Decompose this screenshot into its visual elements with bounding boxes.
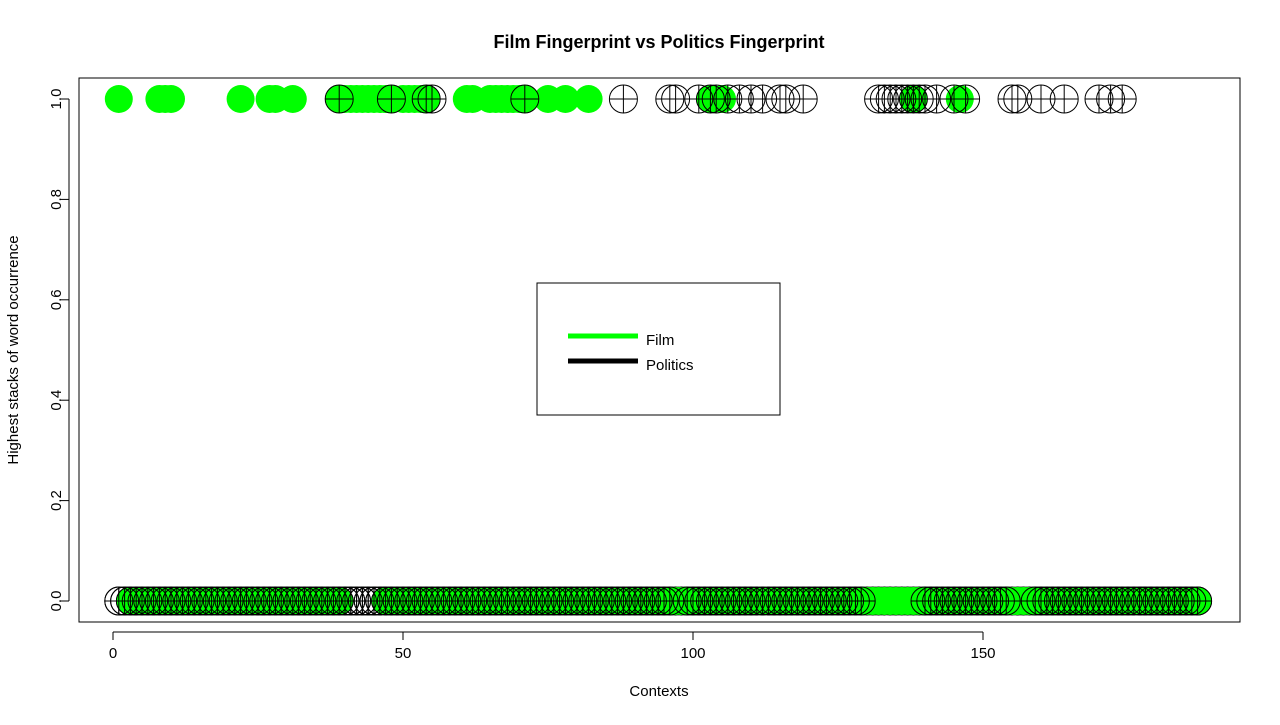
film-point: [278, 85, 307, 113]
y-tick-label: 0.8: [48, 189, 65, 210]
y-axis-label: Highest stacks of word occurrence: [5, 235, 22, 464]
politics-point: [1049, 84, 1079, 114]
y-tick-label: 0.0: [48, 591, 65, 612]
politics-point: [1183, 586, 1213, 616]
film-point: [551, 85, 580, 113]
legend: Film Politics: [536, 282, 781, 416]
politics-point: [846, 586, 876, 616]
legend-label-film: Film: [646, 332, 674, 349]
plot-frame: [78, 77, 1241, 623]
politics-points-zero-overlay: [104, 586, 1213, 616]
politics-point: [991, 586, 1021, 616]
y-tick-label: 0.2: [48, 490, 65, 511]
x-tick-label: 50: [395, 645, 412, 662]
legend-label-politics: Politics: [646, 357, 694, 374]
film-point: [574, 85, 603, 113]
chart-title: Film Fingerprint vs Politics Fingerprint: [493, 32, 824, 52]
politics-point: [608, 84, 638, 114]
x-tick-label: 150: [970, 645, 995, 662]
legend-box: [536, 282, 781, 416]
film-point: [226, 85, 255, 113]
x-tick-label: 0: [109, 645, 117, 662]
x-axis-label: Contexts: [629, 683, 688, 700]
y-tick-label: 0.4: [48, 390, 65, 411]
axes: 0 50 100 150 0.0 0.2 0.4 0.6 0.8 1.0: [48, 89, 996, 662]
politics-point: [324, 84, 354, 114]
y-tick-label: 0.6: [48, 289, 65, 310]
film-point: [104, 85, 133, 113]
politics-point: [788, 84, 818, 114]
y-tick-label: 1.0: [48, 89, 65, 110]
politics-point: [417, 84, 447, 114]
film-point: [157, 85, 185, 113]
x-tick-label: 100: [680, 645, 705, 662]
points-one: [104, 84, 1137, 114]
politics-point: [510, 84, 540, 114]
politics-point: [951, 84, 981, 114]
politics-point: [376, 84, 406, 114]
politics-point: [1107, 84, 1137, 114]
